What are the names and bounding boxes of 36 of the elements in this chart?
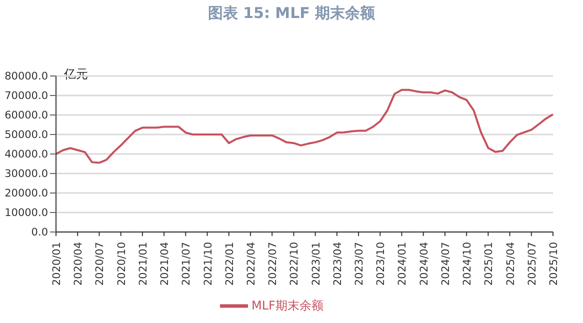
y-tick-label: 40000.0 [4,148,48,161]
x-tick-label: 2022/10 [288,242,301,286]
x-tick-label: 2021/01 [137,242,150,286]
x-tick-label: 2023/07 [354,242,366,286]
x-tick-label: 2024/10 [462,242,474,286]
x-tick-label: 2025/07 [526,242,538,286]
x-tick-label: 2023/01 [310,242,322,286]
x-tick-label: 2024/01 [396,242,409,286]
y-tick-label: 30000.0 [4,168,48,180]
x-tick-label: 2022/04 [245,242,258,286]
x-tick-label: 2024/04 [418,242,430,286]
x-tick-label: 2023/04 [332,242,344,286]
y-tick-label: 60000.0 [4,110,48,122]
x-tick-label: 2020/04 [72,242,85,286]
x-tick-label: 2021/04 [159,242,172,286]
x-tick-label: 2020/10 [116,242,128,286]
y-tick-label: 50000.0 [4,129,48,142]
x-tick-label: 2025/04 [504,242,517,286]
line-series [55,88,554,164]
x-tick-label: 2022/01 [224,242,236,286]
y-tick-label: 0.0 [31,226,48,239]
x-tick-label: 2020/01 [51,242,63,286]
y-tick-label: 20000.0 [4,188,48,200]
chart-title: 图表 15: MLF 期末余额 [206,4,376,23]
x-tick-label: 2020/07 [94,242,106,286]
y-tick-label: 10000.0 [4,207,48,220]
y-tick-label: 70000.0 [4,90,48,102]
x-tick-label: 2025/10 [548,242,560,286]
y-tick-label: 80000.0 [4,70,48,83]
x-tick-label: 2023/10 [375,242,388,286]
x-tick-label: 2021/10 [202,242,214,286]
x-tick-label: 2024/07 [440,242,452,286]
x-tick-label: 2021/07 [180,242,193,286]
x-tick-label: 2025/01 [483,242,496,286]
legend-label: MLF期末余额 [252,298,324,312]
x-tick-label: 2022/07 [267,242,280,286]
